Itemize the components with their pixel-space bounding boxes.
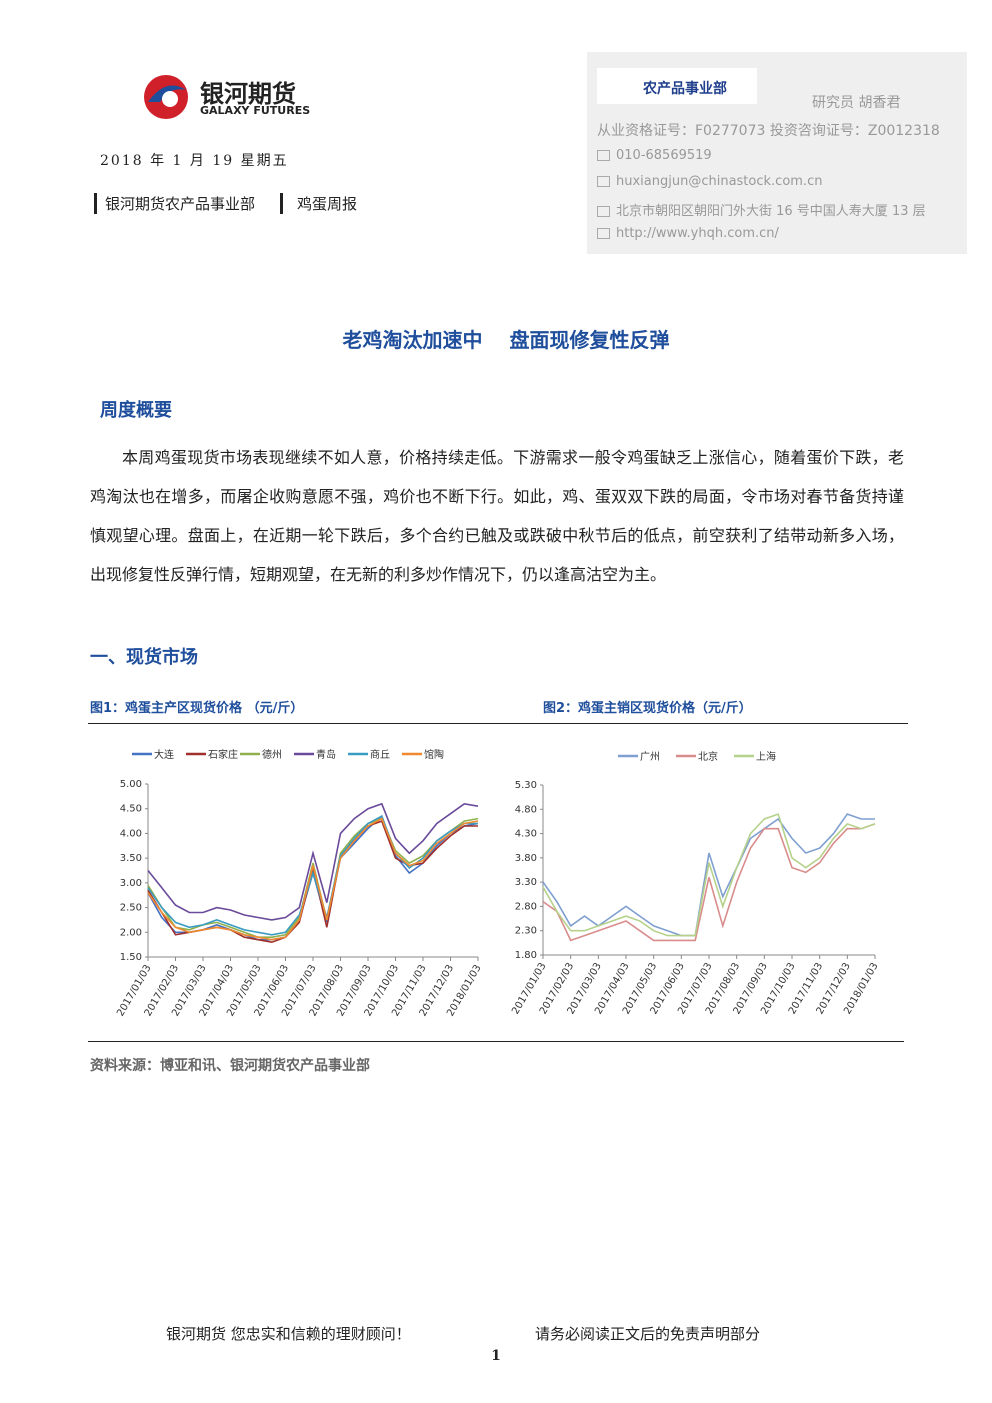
contact-box: 农产品事业部 研究员 胡香君 从业资格证号：F0277073 投资咨询证号：Z0… [587, 52, 967, 254]
source: 资料来源：博亚和讯、银河期货农产品事业部 [90, 1058, 370, 1074]
report-name: 鸡蛋周报 [280, 193, 357, 214]
y-tick-label: 2.50 [120, 903, 142, 914]
badge: 农产品事业部 [643, 81, 727, 97]
y-tick-label: 4.30 [515, 829, 537, 840]
summary-text: 本周鸡蛋现货市场表现继续不如人意，价格持续走低。下游需求一般令鸡蛋缺乏上涨信心，… [90, 448, 904, 584]
legend-label: 石家庄 [208, 748, 238, 761]
y-tick-label: 5.30 [515, 780, 537, 791]
legend-label: 商丘 [370, 748, 390, 761]
y-tick-label: 4.00 [120, 828, 142, 839]
chart: 1.802.302.803.303.804.304.805.302017/01/… [510, 750, 880, 1016]
footer-right: 请务必阅读正文后的免责声明部分 [535, 1325, 761, 1343]
brand: 银河期货 [200, 80, 296, 108]
url-row: http://www.yhqh.com.cn/ [597, 226, 779, 241]
series-line [542, 813, 876, 937]
series-line [147, 802, 479, 921]
date: 2018 年 1 月 19 星期五 [100, 153, 289, 169]
y-tick-label: 2.30 [515, 926, 537, 937]
url: http://www.yhqh.com.cn/ [616, 226, 779, 241]
series-line [147, 820, 478, 944]
legend-label: 德州 [262, 748, 282, 761]
address: 北京市朝阳区朝阳门外大街 16 号中国人寿大厦 13 层 [616, 204, 926, 219]
series-line [147, 814, 478, 936]
legend-label: 北京 [698, 750, 718, 763]
y-tick-label: 2.00 [120, 927, 142, 938]
badge-bg [597, 68, 757, 104]
brand-en: GALAXY FUTURES [200, 104, 311, 117]
legend-label: 馆陶 [424, 748, 444, 761]
y-tick-label: 1.50 [120, 952, 142, 963]
legend-label: 上海 [756, 750, 776, 763]
logo [144, 75, 188, 119]
legend-label: 青岛 [316, 748, 336, 761]
series-line [542, 813, 875, 937]
address-row: 北京市朝阳区朝阳门外大街 16 号中国人寿大厦 13 层 [597, 200, 926, 219]
series-line [147, 817, 479, 941]
y-tick-label: 4.80 [515, 804, 537, 815]
y-tick-label: 3.50 [120, 853, 142, 864]
section-heading: 一、现货市场 [90, 647, 198, 668]
legend-label: 广州 [640, 751, 660, 763]
chart: 1.502.002.503.003.504.004.505.002017/01/… [115, 748, 483, 1018]
researcher: 研究员 胡香君 [812, 95, 901, 111]
y-tick-label: 4.50 [120, 804, 142, 815]
summary-heading: 周度概要 [100, 400, 172, 421]
y-tick-label: 2.80 [515, 901, 537, 912]
rule [88, 723, 908, 724]
y-tick-label: 5.00 [120, 779, 142, 790]
doc-title: 老鸡淘汰加速中 盘面现修复性反弹 [342, 328, 670, 352]
figure-caption: 图1：鸡蛋主产区现货价格 （元/斤） [90, 701, 304, 716]
phone: 010-68569519 [616, 148, 712, 163]
dept: 银河期货农产品事业部 [94, 193, 255, 214]
y-tick-label: 3.80 [515, 853, 537, 864]
y-tick-label: 3.30 [515, 877, 537, 888]
y-tick-label: 1.80 [515, 950, 537, 961]
y-tick-label: 3.00 [120, 878, 142, 889]
series-line [147, 817, 479, 938]
email-row: huxiangjun@chinastock.com.cn [597, 174, 822, 189]
license: 从业资格证号：F0277073 投资咨询证号：Z0012318 [597, 123, 940, 139]
phone-row: 010-68569519 [597, 148, 712, 163]
rule [88, 1041, 904, 1042]
footer-left: 银河期货 您忠实和信赖的理财顾问！ [166, 1325, 411, 1343]
legend-label: 大连 [154, 748, 174, 761]
page-number: 1 [491, 1348, 501, 1364]
series-line [542, 823, 876, 942]
email: huxiangjun@chinastock.com.cn [616, 174, 823, 189]
figure-caption: 图2：鸡蛋主销区现货价格（元/斤） [543, 701, 752, 716]
